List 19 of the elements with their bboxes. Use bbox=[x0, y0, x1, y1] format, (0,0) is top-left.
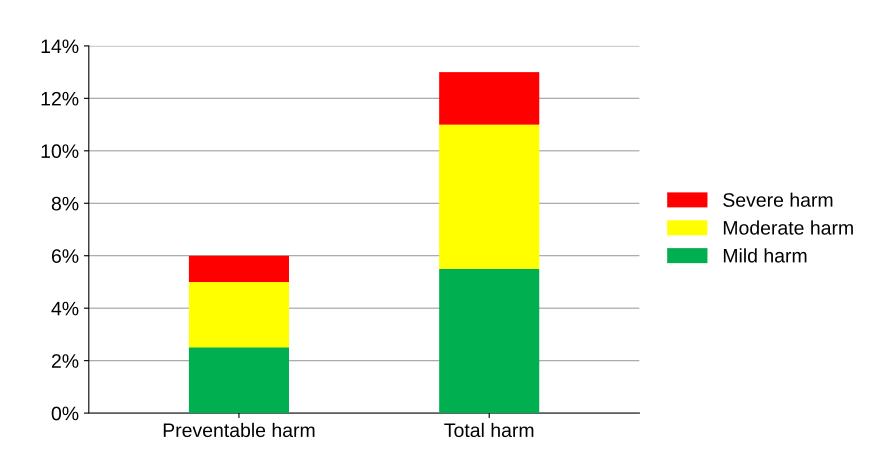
y-tick-label: 12% bbox=[42, 92, 78, 106]
bar bbox=[188, 282, 290, 348]
bar bbox=[439, 268, 540, 414]
y-tick-label: 2% bbox=[52, 354, 78, 368]
y-tick-label: 8% bbox=[52, 196, 78, 211]
bar bbox=[439, 72, 540, 125]
y-tick-label: 10% bbox=[42, 144, 78, 158]
bar bbox=[439, 124, 540, 269]
y-tick-label: 14% bbox=[42, 39, 78, 54]
y-tick-label: 6% bbox=[52, 249, 78, 263]
y-tick-label: 4% bbox=[51, 302, 78, 316]
bar bbox=[188, 256, 290, 282]
legend-label: Mild harm bbox=[724, 248, 806, 263]
x-tick-label: Total harm bbox=[444, 422, 534, 438]
legend-label: Moderate harm bbox=[724, 220, 853, 235]
legend-label: Severe harm bbox=[723, 192, 832, 207]
y-tick-label: 0% bbox=[52, 406, 78, 420]
bar bbox=[188, 348, 290, 414]
x-tick-label: Preventable harm bbox=[164, 422, 314, 438]
